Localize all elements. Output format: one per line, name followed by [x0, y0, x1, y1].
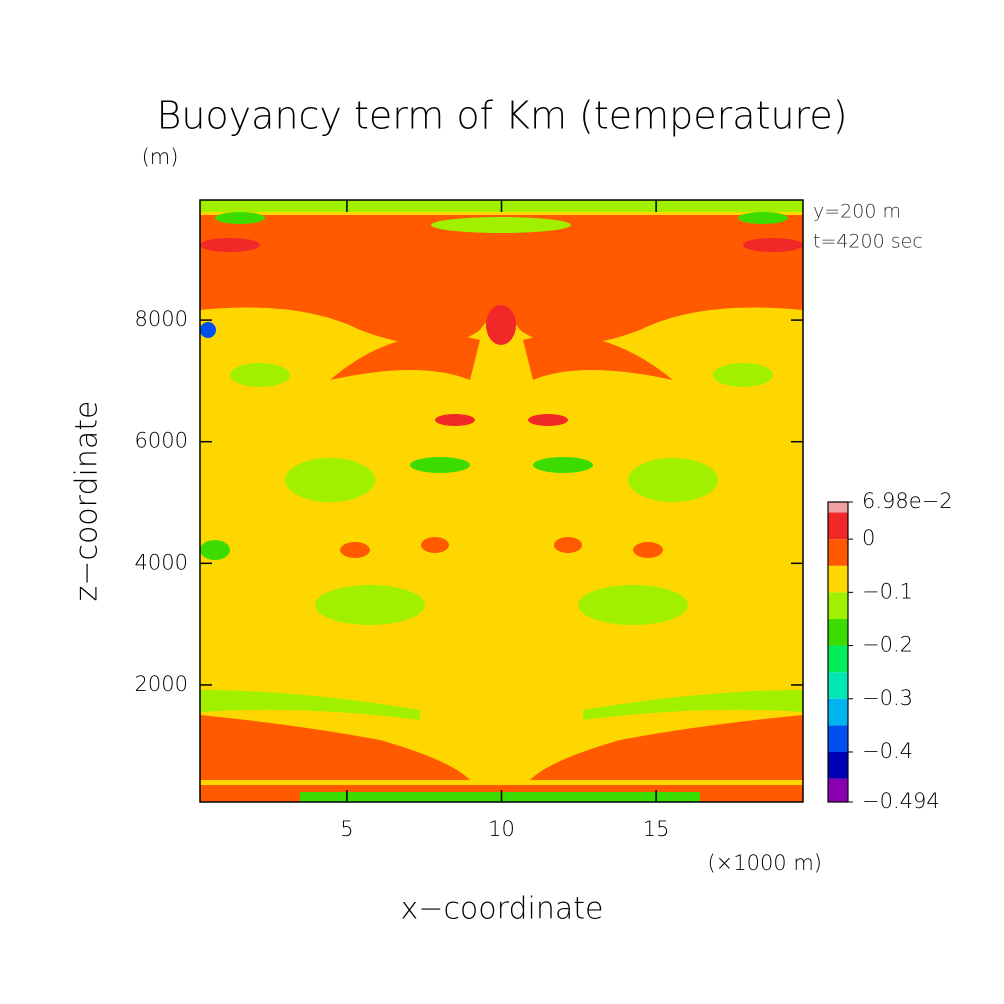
x-tick-label: 5: [340, 817, 353, 841]
x-axis-label: x−coordinate: [401, 892, 604, 927]
colorbar-label: −0.494: [862, 789, 940, 813]
colorbar-bin: [828, 512, 848, 540]
colorbar-bin: [828, 645, 848, 673]
chart-title: Buoyancy term of Km (temperature): [156, 94, 847, 138]
colorbar-label: 0: [862, 526, 875, 550]
y-unit: (m): [142, 145, 179, 169]
colorbar-bin: [828, 672, 848, 699]
colorbar-bin: [828, 539, 848, 566]
y-axis-label: z−coordinate: [70, 401, 105, 602]
y-tick-label: 8000: [135, 307, 188, 331]
x-tick-label: 15: [643, 817, 670, 841]
colorbar-label: −0.3: [862, 686, 913, 710]
contour-field: [200, 200, 803, 802]
colorbar-bin: [828, 751, 848, 779]
colorbar-label: −0.4: [862, 739, 913, 763]
colorbar-bin: [828, 725, 848, 752]
colorbar-bin: [828, 565, 848, 593]
colorbar-bin: [828, 592, 848, 619]
colorbar-bin: [828, 778, 848, 802]
annotation: t=4200 sec: [813, 231, 923, 253]
colorbar-frame: [827, 501, 849, 803]
colorbar-label: −0.2: [862, 633, 913, 657]
annotation: y=200 m: [813, 201, 901, 223]
y-tick-label: 4000: [135, 550, 188, 574]
x-tick-label: 10: [488, 817, 515, 841]
y-tick-label: 6000: [135, 429, 188, 453]
colorbar-label: 6.98e−2: [862, 489, 953, 513]
y-tick-label: 2000: [135, 672, 188, 696]
colorbar-label: −0.1: [862, 579, 913, 603]
x-unit: (×1000 m): [707, 851, 822, 875]
colorbar-bin: [828, 618, 848, 646]
colorbar-bin: [828, 698, 848, 726]
colorbar-bin: [828, 502, 848, 513]
